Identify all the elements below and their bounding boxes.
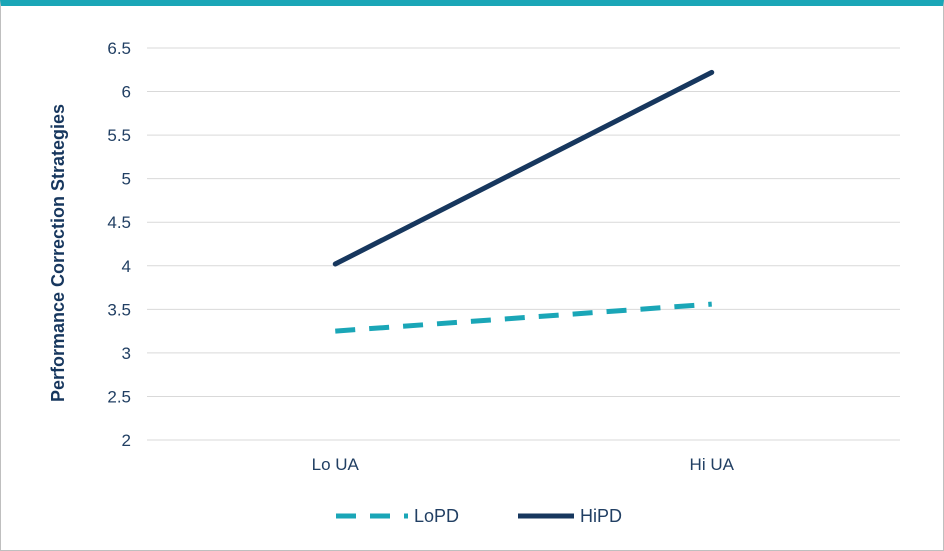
series-line-lopd <box>335 301 712 334</box>
y-tick-label: 4 <box>122 257 131 276</box>
x-axis-category-labels: Lo UA Hi UA <box>312 455 735 474</box>
y-tick-label: 2.5 <box>107 387 131 406</box>
y-tick-label: 3 <box>122 344 131 363</box>
legend: LoPD HiPD <box>336 506 622 526</box>
y-tick-label: 5 <box>122 170 131 189</box>
x-category-label: Hi UA <box>690 455 735 474</box>
gridlines <box>147 47 900 441</box>
legend-label-hipd: HiPD <box>580 506 622 526</box>
y-tick-label: 5.5 <box>107 126 131 145</box>
y-tick-label: 2 <box>122 431 131 450</box>
y-axis-tick-labels: 2 2.5 3 3.5 4 4.5 5 5.5 6 6.5 <box>107 39 131 450</box>
legend-label-lopd: LoPD <box>414 506 459 526</box>
y-tick-label: 6.5 <box>107 39 131 58</box>
y-tick-label: 6 <box>122 83 131 102</box>
series-line-hipd <box>332 69 715 267</box>
y-tick-label: 4.5 <box>107 213 131 232</box>
y-axis-label: Performance Correction Strategies <box>48 104 68 402</box>
series-lines <box>332 69 715 334</box>
y-tick-label: 3.5 <box>107 300 131 319</box>
x-category-label: Lo UA <box>312 455 360 474</box>
